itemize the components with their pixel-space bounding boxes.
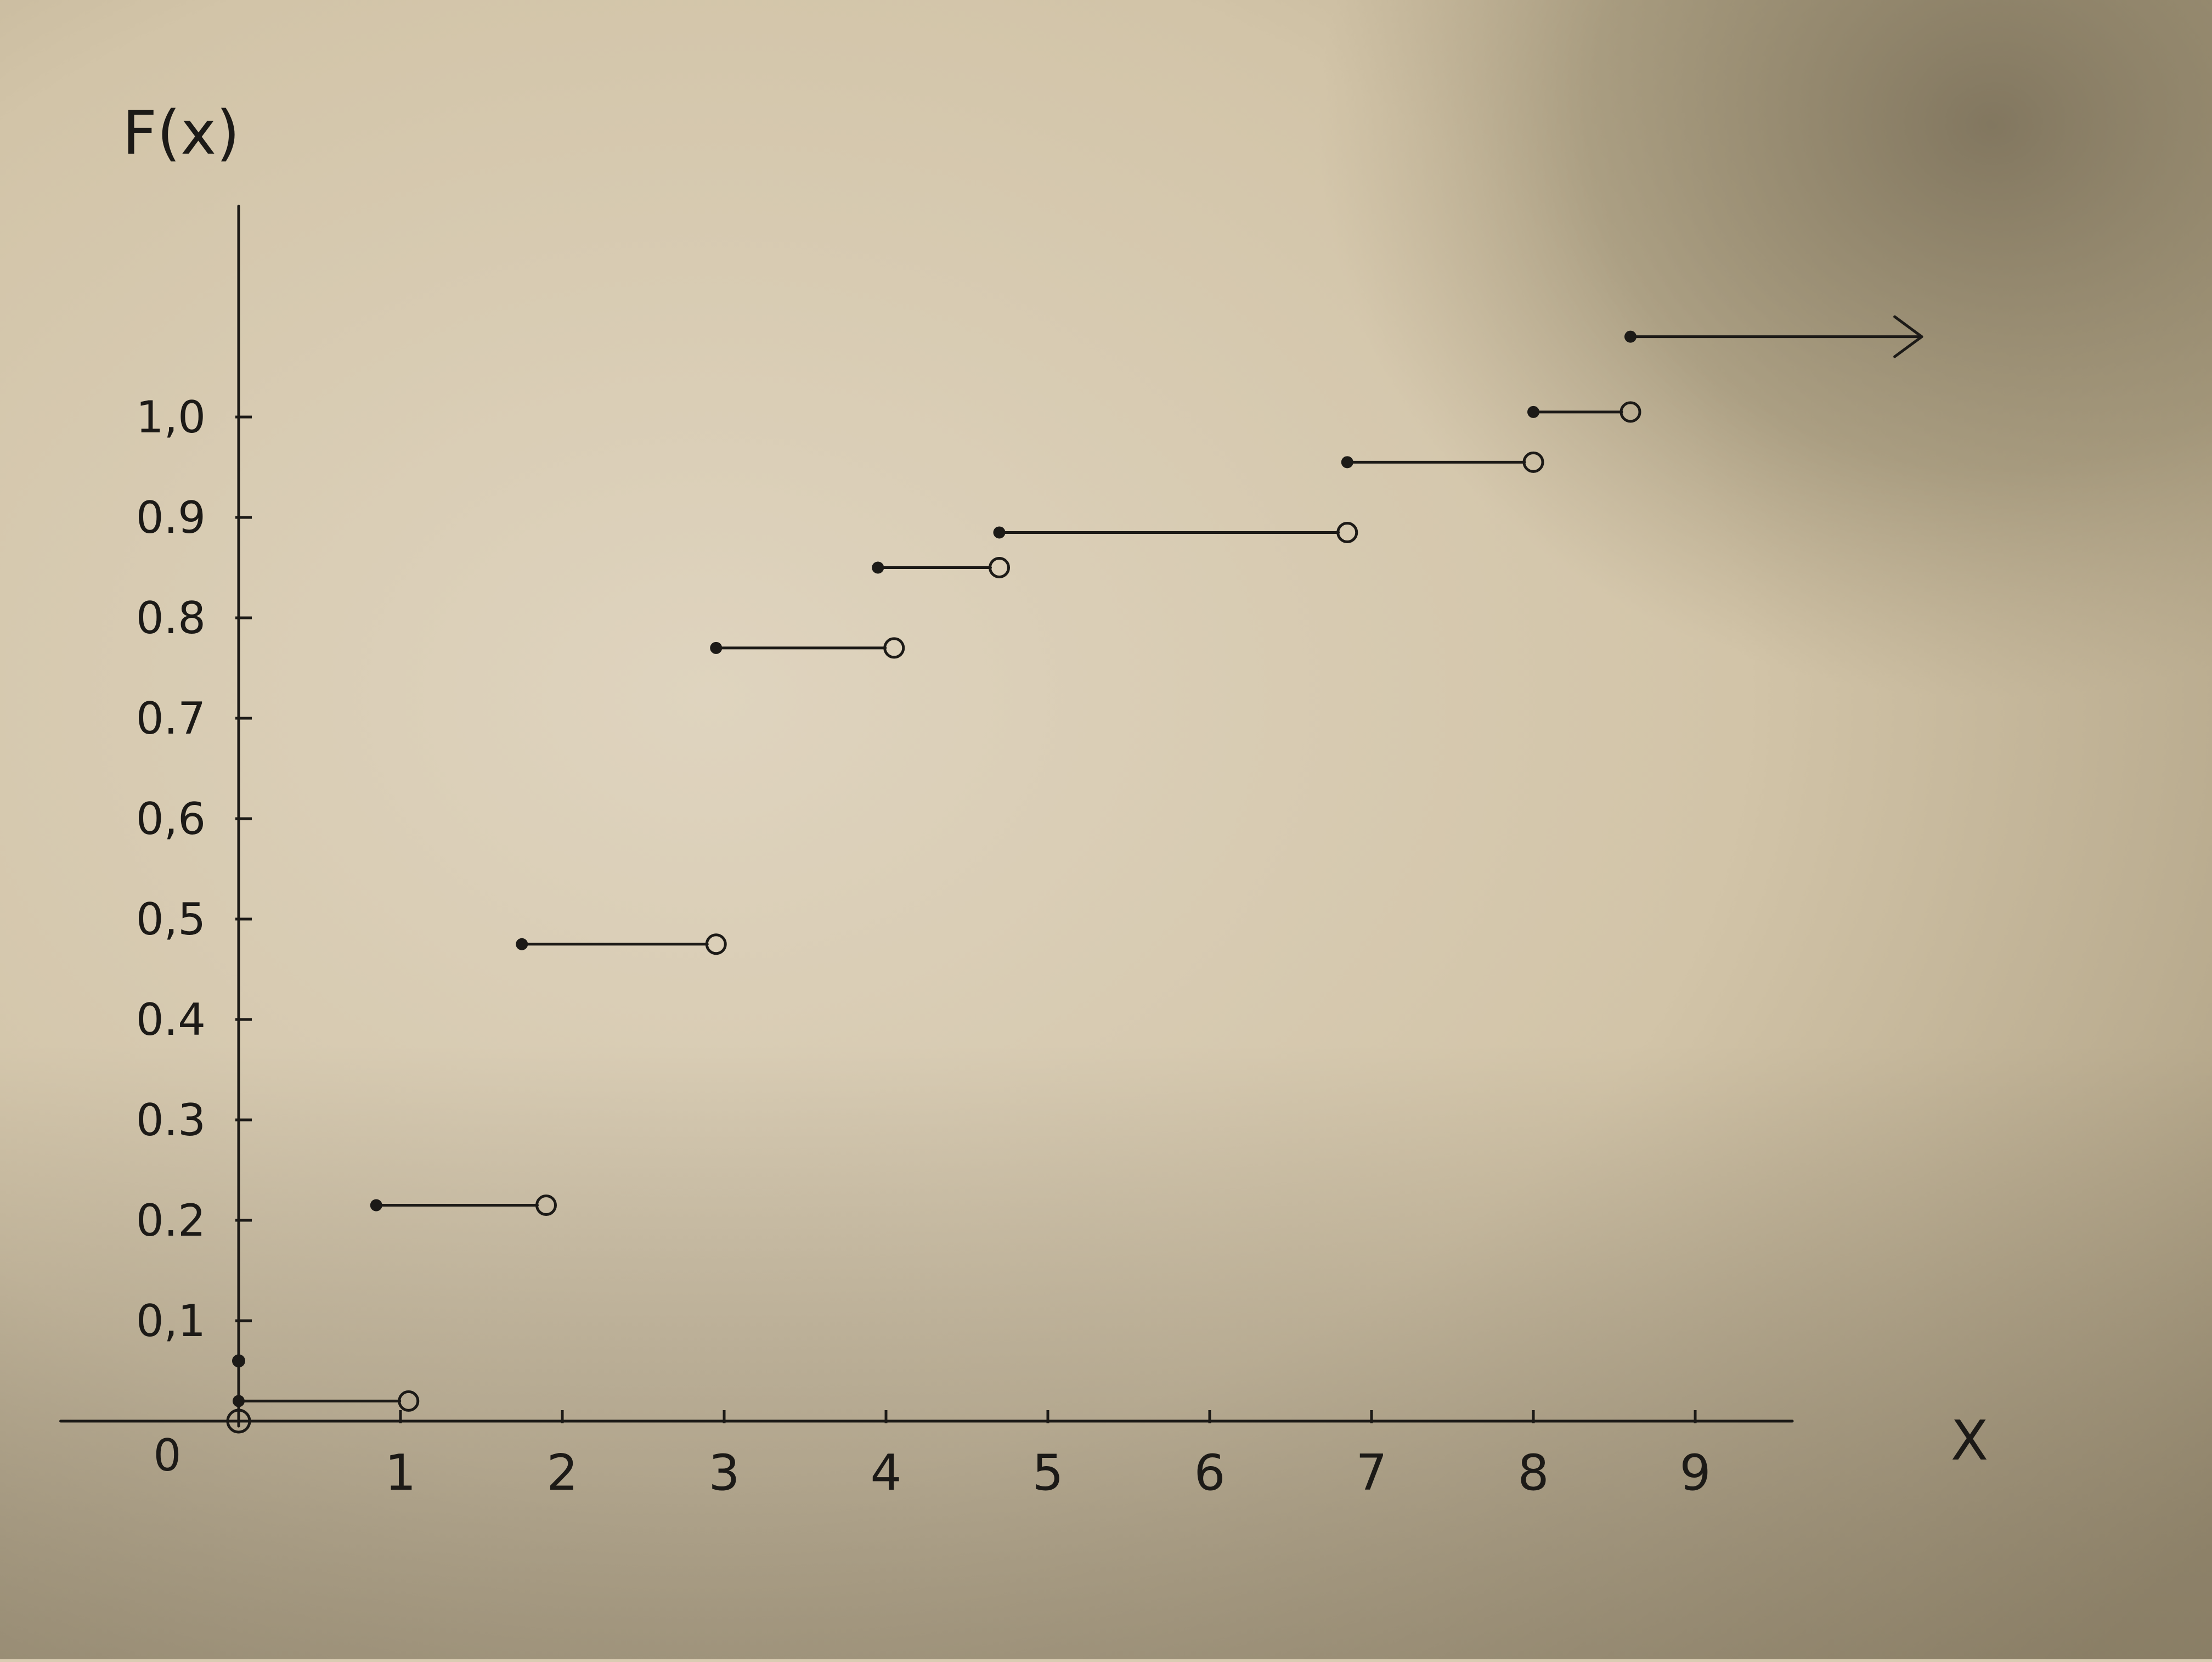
closed-endpoint-9 <box>1624 330 1637 343</box>
y-tick-label-0.2: 0.2 <box>136 1195 206 1246</box>
open-endpoint-1 <box>398 1390 420 1412</box>
closed-endpoint-3 <box>516 938 528 950</box>
tick-labels: 1 2 3 4 5 6 7 8 9 0,1 0.2 0.3 0.4 0,5 0,6 0.7 0.8 0.9 1,0 <box>136 392 1711 1502</box>
step-series <box>226 315 1923 1434</box>
open-endpoint-5 <box>989 557 1010 578</box>
closed-endpoint-2 <box>370 1199 382 1212</box>
closed-endpoint-6 <box>993 526 1006 539</box>
x-tick-label-4: 4 <box>870 1444 901 1502</box>
closed-endpoint-1 <box>233 1395 245 1407</box>
open-endpoint-6 <box>1336 521 1358 543</box>
open-endpoint-7 <box>1522 451 1544 473</box>
x-tick-label-1: 1 <box>385 1444 416 1502</box>
arrow-head <box>1893 315 1923 358</box>
origin-closed-point-2 <box>232 1354 245 1368</box>
x-tick-label-5: 5 <box>1032 1444 1063 1502</box>
y-tick-label-0.9: 0.9 <box>136 492 206 543</box>
x-tick-label-3: 3 <box>708 1444 740 1502</box>
y-axis-label: F(x) <box>122 98 240 168</box>
x-axis-label: X <box>1951 1409 1989 1473</box>
axes <box>59 205 1794 1428</box>
paper-bottom-shade <box>0 1043 2212 1659</box>
x-tick-label-7: 7 <box>1356 1444 1387 1502</box>
x-tick-label-9: 9 <box>1679 1444 1711 1502</box>
closed-endpoint-8 <box>1527 405 1539 418</box>
y-tick-label-0.4: 0.4 <box>136 994 206 1045</box>
x-tick-label-2: 2 <box>546 1444 578 1502</box>
x-tick-label-6: 6 <box>1194 1444 1225 1502</box>
x-tick-label-8: 8 <box>1517 1444 1549 1502</box>
open-endpoint-8 <box>1620 401 1641 423</box>
paper-shadow <box>988 0 2212 1043</box>
open-endpoint-2 <box>535 1195 557 1216</box>
origin-label: 0 <box>154 1430 182 1481</box>
open-endpoint-4 <box>883 637 905 659</box>
y-tick-label-0.6: 0,6 <box>136 793 206 844</box>
closed-endpoint-5 <box>872 561 884 574</box>
y-tick-label-0.5: 0,5 <box>136 894 206 945</box>
closed-endpoint-7 <box>1341 456 1353 469</box>
y-tick-label-0.1: 0,1 <box>136 1295 206 1346</box>
y-tick-label-1: 1,0 <box>136 392 206 443</box>
origin-open-point-1 <box>226 1409 251 1434</box>
y-tick-label-0.3: 0.3 <box>136 1095 206 1146</box>
y-tick-label-0.8: 0.8 <box>136 593 206 644</box>
y-tick-label-0.7: 0.7 <box>136 693 206 744</box>
ticks <box>235 415 1697 1423</box>
open-endpoint-3 <box>705 933 727 955</box>
closed-endpoint-4 <box>710 641 723 654</box>
